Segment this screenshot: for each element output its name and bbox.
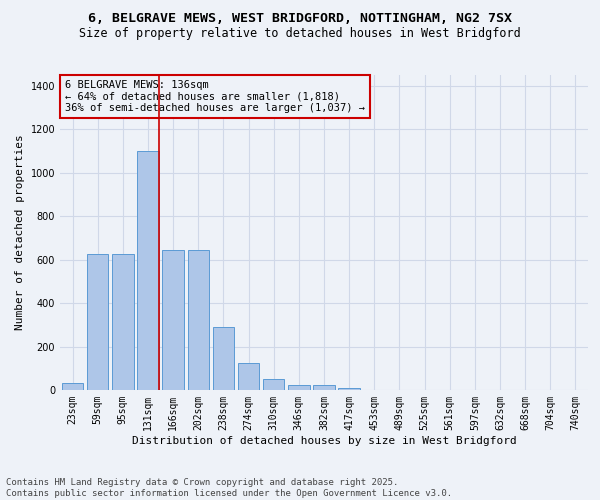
Bar [137, 151, 158, 390]
Bar [188, 250, 209, 390]
Bar [62, 384, 83, 390]
Text: Contains HM Land Registry data © Crown copyright and database right 2025.
Contai: Contains HM Land Registry data © Crown c… [6, 478, 452, 498]
Text: 6, BELGRAVE MEWS, WEST BRIDGFORD, NOTTINGHAM, NG2 7SX: 6, BELGRAVE MEWS, WEST BRIDGFORD, NOTTIN… [88, 12, 512, 26]
Bar [163, 250, 184, 390]
X-axis label: Distribution of detached houses by size in West Bridgford: Distribution of detached houses by size … [131, 436, 517, 446]
Text: 6 BELGRAVE MEWS: 136sqm
← 64% of detached houses are smaller (1,818)
36% of semi: 6 BELGRAVE MEWS: 136sqm ← 64% of detache… [65, 80, 365, 113]
Bar [288, 384, 310, 390]
Bar [263, 379, 284, 390]
Y-axis label: Number of detached properties: Number of detached properties [15, 134, 25, 330]
Bar [213, 327, 234, 390]
Bar [112, 254, 134, 390]
Bar [87, 254, 109, 390]
Bar [313, 384, 335, 390]
Bar [238, 363, 259, 390]
Text: Size of property relative to detached houses in West Bridgford: Size of property relative to detached ho… [79, 28, 521, 40]
Bar [338, 388, 360, 390]
